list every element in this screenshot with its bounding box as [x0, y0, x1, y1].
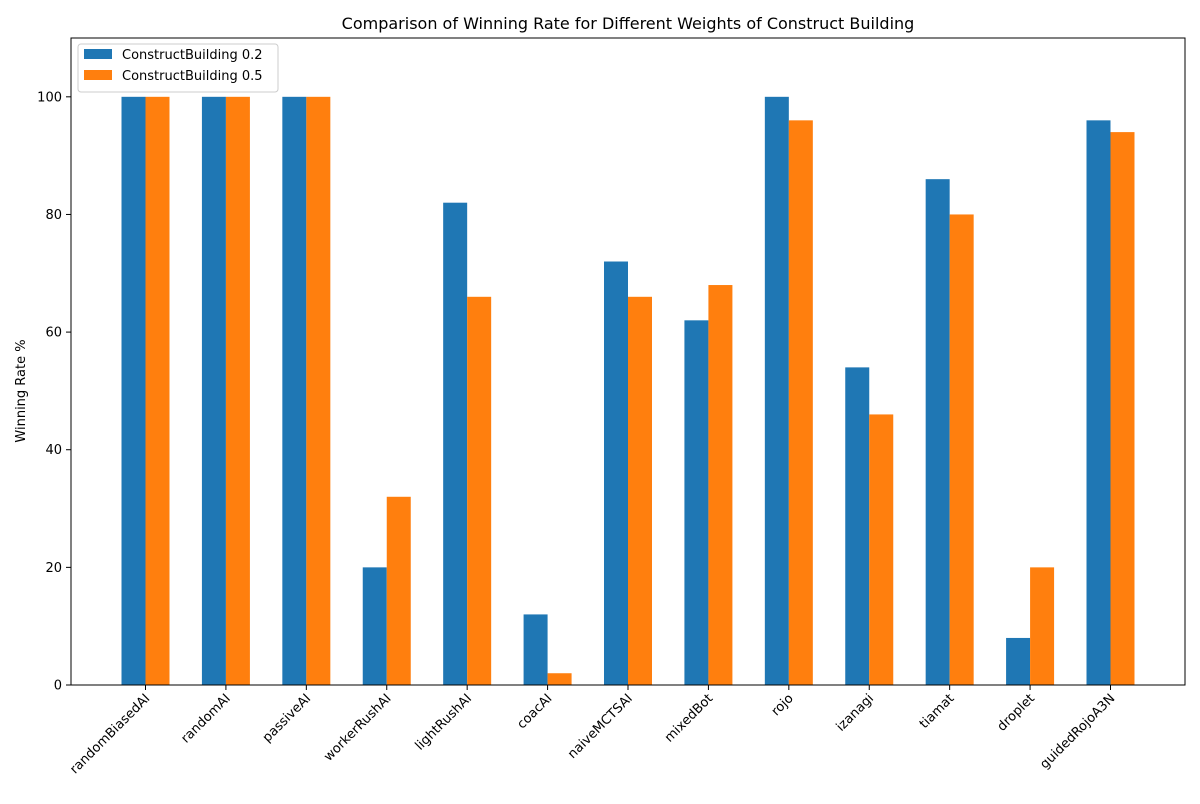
x-tick-label: lightRushAI — [413, 691, 475, 753]
bar-1-droplet — [1006, 637, 1031, 685]
x-tick-label: mixedBot — [662, 691, 716, 745]
bar-1-lightRushAI — [443, 202, 468, 685]
x-tick-label: randomAI — [178, 691, 233, 746]
bar-2-randomBiasedAI — [145, 96, 170, 686]
bar-1-randomAI — [201, 96, 226, 686]
legend-swatch-2 — [84, 70, 112, 80]
x-tick-label: rojo — [769, 691, 797, 719]
legend: ConstructBuilding 0.2 ConstructBuilding 0… — [77, 43, 279, 93]
y-tick-label: 40 — [45, 443, 62, 458]
bar-2-workerRushAI — [386, 496, 411, 685]
x-tick-label: izanagi — [834, 691, 877, 734]
bar-1-naiveMCTSAI — [604, 261, 628, 685]
bar-2-droplet — [1030, 567, 1055, 685]
bar-1-randomBiasedAI — [121, 96, 146, 686]
y-axis-label: Winning Rate % — [14, 339, 29, 442]
bar-1-passiveAI — [282, 96, 307, 686]
bar-2-rojo — [788, 120, 813, 685]
y-tick-label: 60 — [45, 326, 62, 341]
bar-1-coacAI — [523, 614, 548, 685]
x-tick-label: coacAI — [514, 691, 555, 732]
bar-2-tiamat — [949, 214, 974, 686]
bar-2-guidedRojoA3N — [1110, 132, 1135, 686]
bar-2-izanagi — [869, 414, 894, 685]
bar-2-mixedBot — [708, 285, 733, 685]
bar-1-rojo — [764, 96, 789, 686]
x-tick-label: droplet — [995, 691, 1038, 734]
x-tick-label: naiveMCTSAI — [565, 691, 636, 762]
bar-2-coacAI — [547, 673, 572, 685]
y-tick-label: 100 — [37, 90, 62, 105]
legend-box — [77, 43, 279, 93]
x-tick-label: passiveAI — [260, 691, 314, 745]
x-tick-label: guidedRojoA3N — [1037, 691, 1118, 772]
bar-2-lightRushAI — [467, 296, 492, 685]
bar-2-passiveAI — [306, 96, 331, 686]
bar-1-workerRushAI — [362, 567, 387, 685]
bar-1-izanagi — [845, 367, 870, 685]
legend-swatch-1 — [84, 49, 112, 59]
chart-title: Comparison of Winning Rate for Different… — [342, 14, 915, 33]
y-tick-label: 0 — [54, 679, 62, 694]
legend-label-2: ConstructBuilding 0.5 — [122, 69, 263, 84]
legend-label-1: ConstructBuilding 0.2 — [122, 48, 263, 63]
bar-1-tiamat — [925, 179, 950, 685]
bar-2-naiveMCTSAI — [628, 296, 652, 685]
y-tick-label: 20 — [45, 561, 62, 576]
bars-layer — [121, 96, 1135, 686]
x-tick-label: workerRushAI — [321, 691, 394, 764]
bar-2-randomAI — [225, 96, 250, 686]
x-tick-label: randomBiasedAI — [67, 691, 153, 777]
bar-1-mixedBot — [684, 320, 709, 685]
x-tick-label: tiamat — [917, 691, 958, 732]
bar-1-guidedRojoA3N — [1086, 120, 1111, 685]
y-tick-label: 80 — [45, 208, 62, 223]
